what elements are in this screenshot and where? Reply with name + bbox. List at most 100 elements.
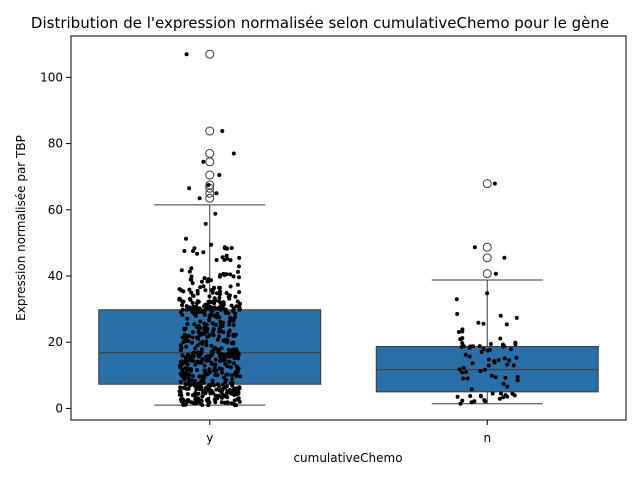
- strip-point: [185, 354, 190, 359]
- strip-point: [184, 338, 189, 343]
- strip-point: [220, 324, 225, 329]
- strip-point: [184, 344, 189, 349]
- strip-point: [195, 301, 199, 306]
- strip-point: [211, 287, 216, 291]
- strip-point: [231, 151, 236, 156]
- strip-point: [203, 221, 208, 226]
- x-tick-label: n: [483, 431, 491, 445]
- strip-point: [231, 323, 236, 328]
- strip-point: [225, 351, 230, 356]
- strip-point: [183, 333, 188, 338]
- strip-point: [201, 284, 206, 289]
- strip-point: [181, 385, 186, 390]
- strip-point: [190, 301, 195, 305]
- strip-point: [456, 330, 461, 334]
- strip-point: [178, 371, 183, 376]
- strip-point: [184, 52, 189, 57]
- strip-point: [225, 400, 230, 405]
- strip-point: [492, 181, 497, 186]
- strip-point: [193, 314, 198, 318]
- strip-point: [224, 372, 229, 377]
- strip-point: [512, 393, 517, 398]
- strip-point: [233, 354, 238, 359]
- strip-point: [483, 399, 487, 404]
- strip-point: [228, 284, 233, 289]
- strip-point: [235, 397, 240, 402]
- y-axis: 0 20 40 60 80 100: [40, 70, 71, 415]
- outlier-marker: [205, 180, 215, 190]
- strip-point: [486, 357, 491, 362]
- strip-point: [185, 322, 190, 326]
- strip-point: [221, 392, 225, 397]
- strip-point: [490, 391, 495, 396]
- strip-point: [203, 307, 208, 312]
- strip-point: [182, 249, 187, 253]
- strip-point: [178, 310, 183, 315]
- strip-point: [225, 256, 230, 261]
- strip-point: [203, 288, 208, 293]
- strip-point: [499, 391, 503, 396]
- strip-point: [224, 253, 229, 258]
- strip-point: [214, 258, 219, 262]
- strip-point: [236, 390, 241, 395]
- strip-point: [212, 347, 217, 352]
- strip-point: [223, 385, 228, 390]
- strip-point: [218, 319, 223, 324]
- strip-point: [488, 342, 493, 346]
- strip-point: [229, 401, 234, 406]
- strip-point: [228, 315, 233, 320]
- strip-point: [185, 392, 190, 397]
- strip-point: [215, 373, 220, 378]
- strip-point: [488, 347, 493, 352]
- strip-point: [220, 129, 225, 133]
- strip-point: [227, 293, 232, 298]
- strip-point: [205, 279, 210, 284]
- strip-point: [187, 296, 192, 301]
- strip-point: [195, 251, 200, 256]
- strip-point: [186, 376, 191, 381]
- strip-point: [182, 327, 187, 332]
- strip-point: [191, 374, 195, 379]
- strip-point: [214, 191, 219, 196]
- strip-point: [181, 299, 186, 304]
- strip-point: [200, 341, 205, 346]
- box-group-n: [375, 179, 599, 406]
- x-axis-label: cumulativeChemo: [293, 451, 402, 465]
- strip-point: [485, 291, 490, 296]
- strip-point: [199, 349, 204, 354]
- strip-point: [204, 343, 209, 348]
- strip-point: [207, 318, 211, 323]
- strip-point: [186, 386, 191, 391]
- strip-point: [178, 365, 183, 370]
- strip-point: [494, 271, 498, 276]
- strip-point: [194, 304, 199, 309]
- strip-point: [178, 397, 183, 402]
- strip-point: [193, 362, 198, 367]
- strip-point: [177, 392, 182, 397]
- strip-point: [221, 330, 226, 335]
- strip-point: [188, 356, 193, 360]
- strip-point: [200, 357, 205, 362]
- strip-point: [189, 290, 194, 295]
- strip-point: [214, 306, 219, 311]
- strip-point: [235, 282, 240, 287]
- strip-point: [515, 375, 520, 379]
- strip-point: [237, 385, 242, 390]
- strip-point: [216, 315, 221, 320]
- strip-point: [190, 340, 194, 345]
- strip-point: [228, 272, 233, 277]
- strip-point: [196, 381, 201, 386]
- strip-point: [215, 337, 220, 342]
- strip-point: [202, 276, 207, 281]
- strip-point: [463, 352, 468, 357]
- strip-point: [492, 360, 497, 365]
- strip-point: [204, 354, 209, 359]
- strip-point: [455, 394, 460, 399]
- strip-point: [187, 287, 192, 292]
- strip-point: [187, 334, 192, 338]
- strip-point: [198, 400, 203, 405]
- strip-point: [232, 347, 237, 352]
- strip-point: [193, 391, 198, 395]
- outlier-marker: [205, 193, 215, 203]
- strip-point: [197, 306, 202, 311]
